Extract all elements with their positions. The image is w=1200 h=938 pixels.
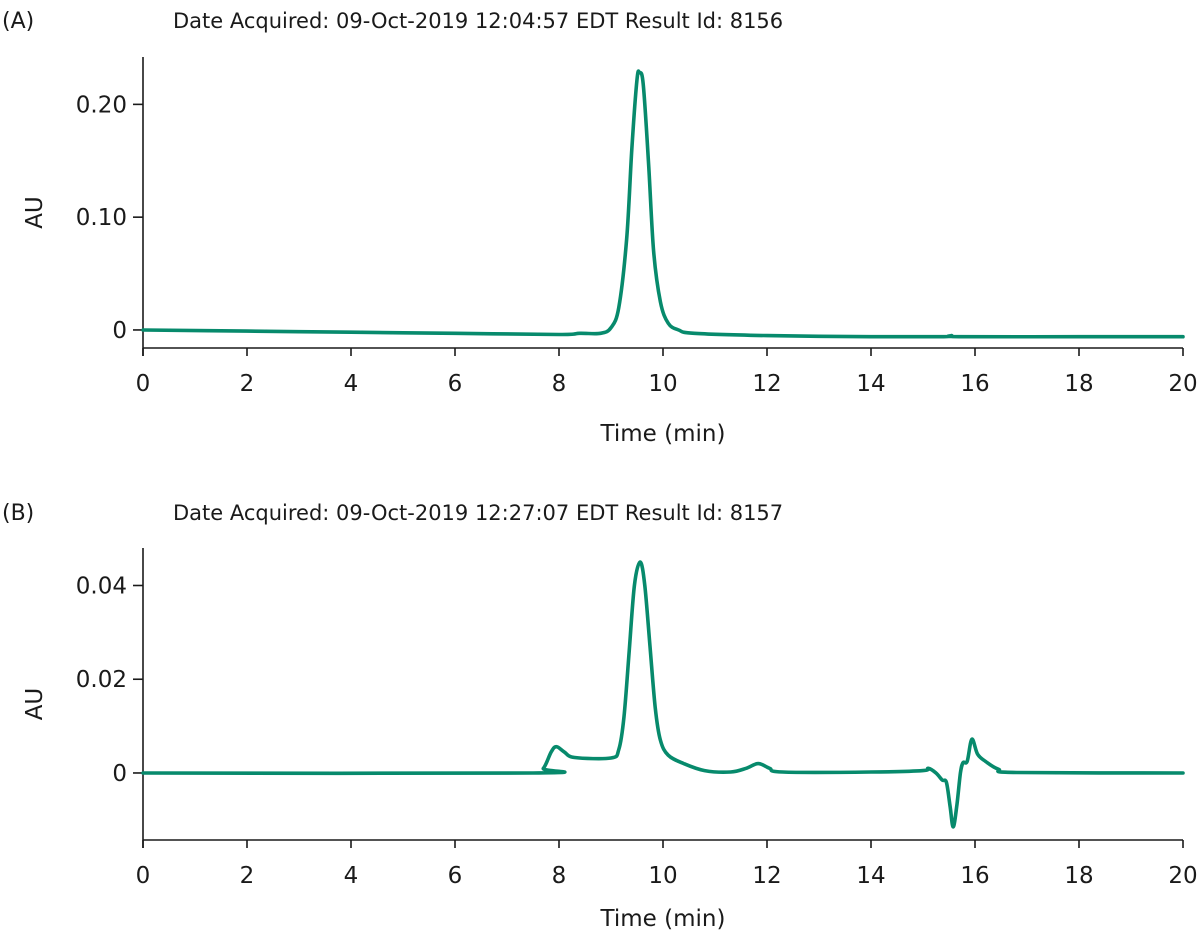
y-tick-label: 0 xyxy=(112,761,127,787)
y-axis-label: AU xyxy=(22,688,48,721)
y-tick-label: 0.20 xyxy=(76,92,127,118)
x-tick-label: 10 xyxy=(648,371,677,397)
x-tick-label: 2 xyxy=(240,371,255,397)
x-axis-label: Time (min) xyxy=(600,906,726,932)
x-tick-label: 14 xyxy=(856,863,885,889)
x-tick-label: 16 xyxy=(960,371,989,397)
x-tick-label: 8 xyxy=(552,371,567,397)
x-tick-label: 18 xyxy=(1064,863,1093,889)
x-tick-label: 20 xyxy=(1168,371,1197,397)
panel-label: (B) xyxy=(2,501,34,526)
x-tick-label: 10 xyxy=(648,863,677,889)
x-tick-label: 20 xyxy=(1168,863,1197,889)
chart-title: Date Acquired: 09-Oct-2019 12:27:07 EDT … xyxy=(173,501,783,525)
x-axis-label: Time (min) xyxy=(600,421,726,447)
y-axis-label: AU xyxy=(22,196,48,229)
series-line-trace xyxy=(141,560,1185,829)
x-tick-label: 12 xyxy=(752,371,781,397)
x-tick-label: 4 xyxy=(344,863,359,889)
x-tick-label: 2 xyxy=(240,863,255,889)
chart-panel-b: (B) Date Acquired: 09-Oct-2019 12:27:07 E… xyxy=(2,501,1198,932)
chart-panel-a: (A) Date Acquired: 09-Oct-2019 12:04:57 E… xyxy=(2,9,1198,447)
x-tick-label: 4 xyxy=(344,371,359,397)
y-tick-label: 0.04 xyxy=(76,573,127,599)
x-tick-label: 6 xyxy=(448,371,463,397)
y-tick-label: 0.02 xyxy=(76,667,127,693)
x-tick-label: 6 xyxy=(448,863,463,889)
x-tick-label: 14 xyxy=(856,371,885,397)
chart-title: Date Acquired: 09-Oct-2019 12:04:57 EDT … xyxy=(173,9,783,33)
y-tick-label: 0.10 xyxy=(76,205,127,231)
x-tick-label: 16 xyxy=(960,863,989,889)
panel-label: (A) xyxy=(2,9,34,34)
y-tick-label: 0 xyxy=(112,318,127,344)
series-line-trace xyxy=(141,69,1185,339)
x-tick-label: 12 xyxy=(752,863,781,889)
x-tick-label: 8 xyxy=(552,863,567,889)
x-tick-label: 18 xyxy=(1064,371,1093,397)
x-tick-label: 0 xyxy=(136,371,151,397)
x-tick-label: 0 xyxy=(136,863,151,889)
